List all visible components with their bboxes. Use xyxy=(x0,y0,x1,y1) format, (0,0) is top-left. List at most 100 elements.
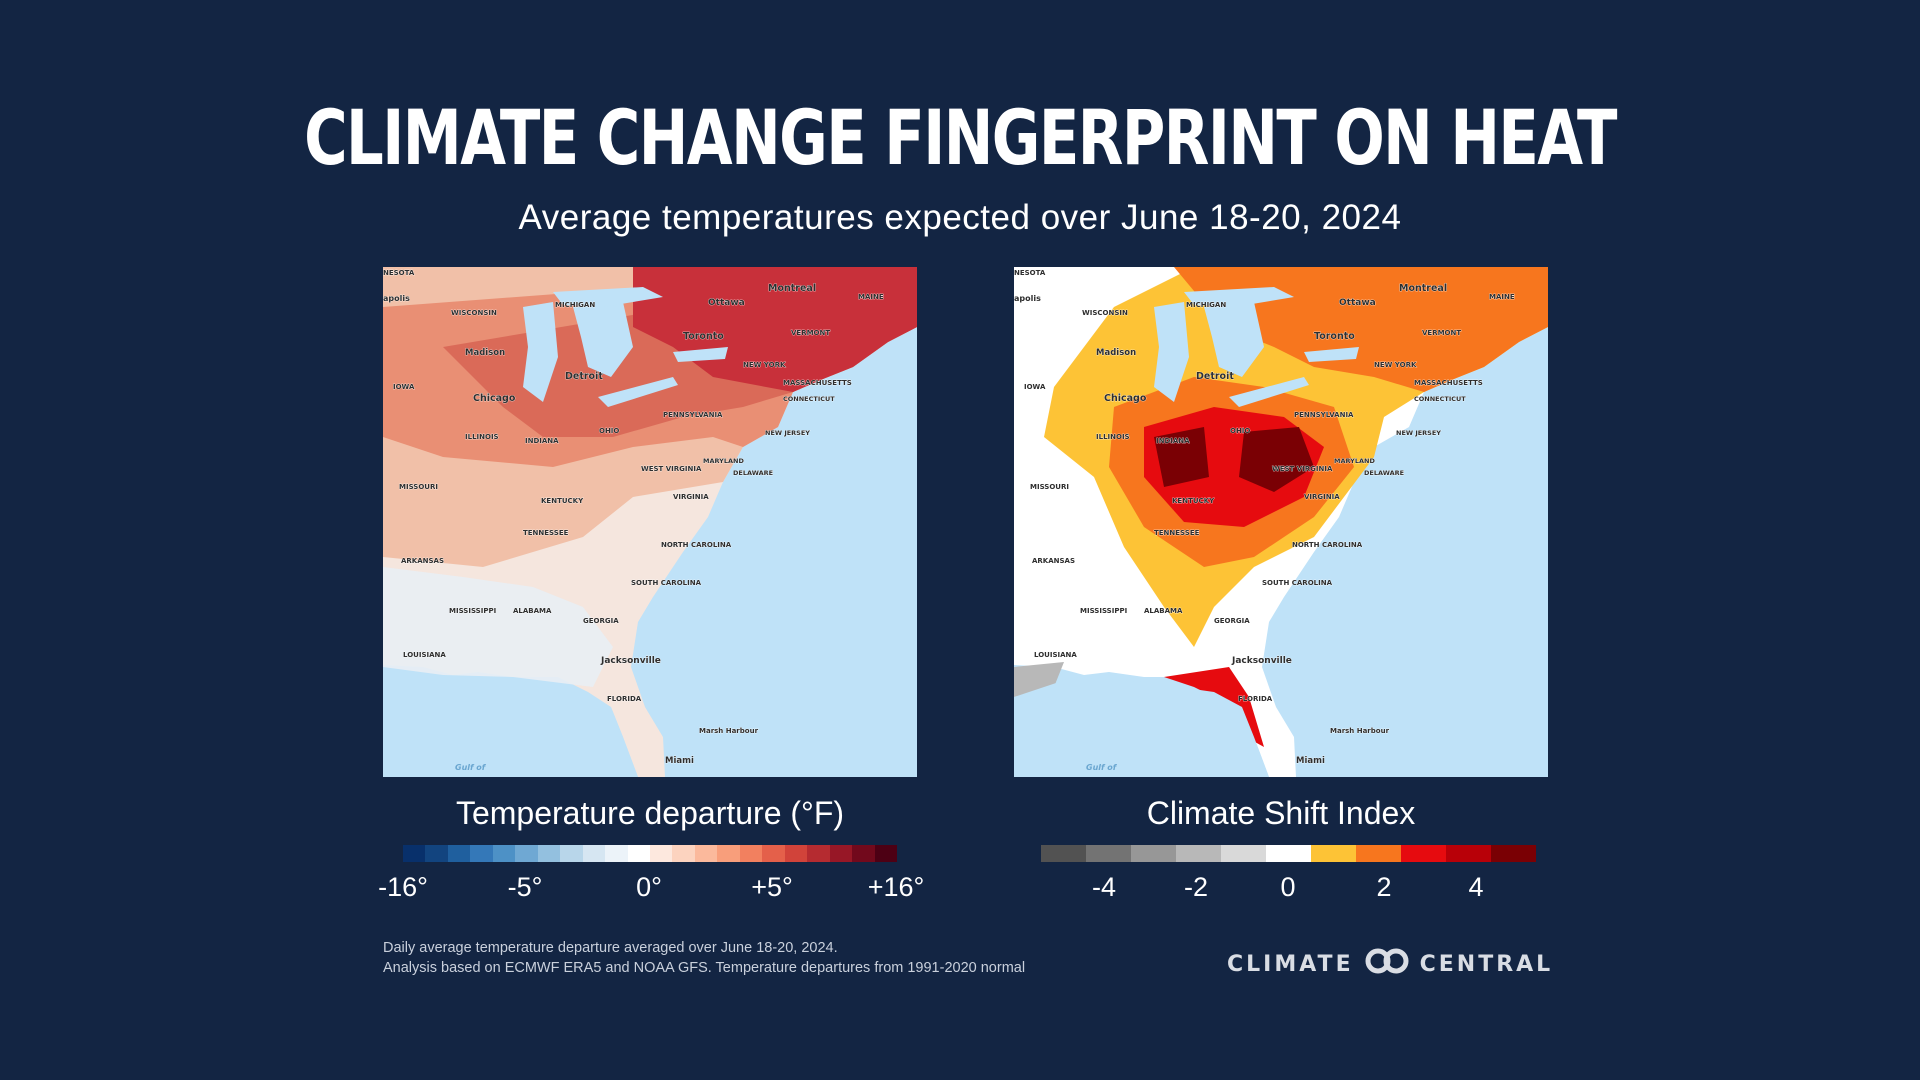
map-label-nesota: NESOTA xyxy=(383,269,415,277)
csi-legend-title: Climate Shift Index xyxy=(1146,795,1416,831)
csi-tick: -2 xyxy=(1183,872,1209,902)
temperature-tick: +5° xyxy=(751,872,793,902)
color-bar-swatch xyxy=(739,845,763,862)
map-label-maine: MAINE xyxy=(1489,293,1515,301)
color-bar-swatch xyxy=(403,845,426,862)
color-bar-swatch xyxy=(1311,845,1356,862)
map-label-vermont: VERMONT xyxy=(1422,329,1461,337)
climate-central-logo: CLIMATE CENTRAL xyxy=(1227,948,1554,978)
map-label-madison: Madison xyxy=(465,348,505,358)
color-bar-swatch xyxy=(807,845,830,862)
map-label-pennsylvania: PENNSYLVANIA xyxy=(663,411,723,419)
map-label-chicago: Chicago xyxy=(1104,393,1147,404)
color-bar-swatch xyxy=(1176,845,1221,862)
map-label-nesota: NESOTA xyxy=(1014,269,1046,277)
map-label-ottawa: Ottawa xyxy=(1339,298,1376,308)
map-label-missouri: MISSOURI xyxy=(399,483,438,491)
map-label-missouri: MISSOURI xyxy=(1030,483,1069,491)
color-bar-swatch xyxy=(515,845,538,862)
csi-color-bar xyxy=(1041,845,1536,862)
footnote-line: Analysis based on ECMWF ERA5 and NOAA GF… xyxy=(383,960,1026,976)
color-bar-swatch xyxy=(874,845,897,862)
color-bar-swatch xyxy=(1221,845,1266,862)
map-label-tennessee: TENNESSEE xyxy=(523,529,569,537)
map-label-detroit: Detroit xyxy=(565,371,603,382)
color-bar-swatch xyxy=(762,845,785,862)
color-bar-swatch xyxy=(717,845,740,862)
color-bar-swatch xyxy=(1086,845,1131,862)
map-label-gulf-of: Gulf of xyxy=(455,763,487,772)
color-bar-swatch xyxy=(470,845,493,862)
map-label-jacksonville: Jacksonville xyxy=(1231,656,1292,666)
map-label-marsh-harbour: Marsh Harbour xyxy=(699,727,759,735)
map-label-connecticut: CONNECTICUT xyxy=(1414,395,1466,403)
map-label-south-carolina: SOUTH CAROLINA xyxy=(1262,579,1333,587)
map-label-florida: FLORIDA xyxy=(1238,695,1273,703)
map-label-wisconsin: WISCONSIN xyxy=(1082,309,1128,317)
csi-tick: -4 xyxy=(1091,872,1117,902)
color-bar-swatch xyxy=(829,845,853,862)
color-bar-swatch xyxy=(627,845,650,862)
map-label-madison: Madison xyxy=(1096,348,1136,358)
map-label-illinois: ILLINOIS xyxy=(1096,433,1130,441)
color-bar-swatch xyxy=(852,845,875,862)
map-label-north-carolina: NORTH CAROLINA xyxy=(661,541,732,549)
map-label-connecticut: CONNECTICUT xyxy=(783,395,835,403)
map-label-vermont: VERMONT xyxy=(791,329,830,337)
map-label-maryland: MARYLAND xyxy=(1334,457,1375,465)
map-label-louisiana: LOUISIANA xyxy=(403,651,446,659)
map-label-iowa: IOWA xyxy=(1024,383,1046,391)
map-label-mississippi: MISSISSIPPI xyxy=(1080,607,1127,615)
map-label-west-virginia: WEST VIRGINIA xyxy=(1272,465,1333,473)
map-label-arkansas: ARKANSAS xyxy=(401,557,444,565)
color-bar-swatch xyxy=(1491,845,1536,862)
color-bar-swatch xyxy=(425,845,448,862)
color-bar-swatch xyxy=(1446,845,1491,862)
map-label-montreal: Montreal xyxy=(1399,283,1447,294)
map-label-toronto: Toronto xyxy=(1314,331,1355,342)
map-label-tennessee: TENNESSEE xyxy=(1154,529,1200,537)
brand-word: CENTRAL xyxy=(1419,951,1554,977)
color-bar-swatch xyxy=(1266,845,1311,862)
color-bar-swatch xyxy=(1401,845,1446,862)
map-label-michigan: MICHIGAN xyxy=(1186,301,1226,309)
brand-word: CLIMATE xyxy=(1227,951,1354,977)
map-label-iowa: IOWA xyxy=(393,383,415,391)
map-label-ottawa: Ottawa xyxy=(708,298,745,308)
temperature-legend-title: Temperature departure (°F) xyxy=(455,795,845,831)
map-label-indiana: INDIANA xyxy=(525,437,559,445)
map-label-apolis: apolis xyxy=(1014,294,1041,303)
climate-shift-index-map: NESOTA apolis WISCONSIN MICHIGAN Montreal Ott… xyxy=(1014,267,1548,777)
map-label-virginia: VIRGINIA xyxy=(673,493,709,501)
map-label-miami: Miami xyxy=(1296,756,1325,766)
map-label-pennsylvania: PENNSYLVANIA xyxy=(1294,411,1354,419)
page-subtitle: Average temperatures expected over June … xyxy=(518,198,1402,237)
map-label-miami: Miami xyxy=(665,756,694,766)
map-label-louisiana: LOUISIANA xyxy=(1034,651,1077,659)
map-label-ohio: OHIO xyxy=(599,427,619,435)
map-label-gulf-of: Gulf of xyxy=(1086,763,1118,772)
temperature-tick: +16° xyxy=(867,872,925,902)
map-label-south-carolina: SOUTH CAROLINA xyxy=(631,579,702,587)
map-label-montreal: Montreal xyxy=(768,283,816,294)
color-bar-swatch xyxy=(537,845,561,862)
map-label-delaware: DELAWARE xyxy=(733,469,773,477)
temperature-tick: -16° xyxy=(378,872,428,902)
map-label-delaware: DELAWARE xyxy=(1364,469,1404,477)
map-label-alabama: ALABAMA xyxy=(1144,607,1183,615)
csi-tick: 0 xyxy=(1280,872,1296,902)
map-label-toronto: Toronto xyxy=(683,331,724,342)
footnote-line: Daily average temperature departure aver… xyxy=(383,940,838,956)
map-label-virginia: VIRGINIA xyxy=(1304,493,1340,501)
color-bar-swatch xyxy=(694,845,718,862)
footnote: Daily average temperature departure aver… xyxy=(383,938,1025,978)
color-bar-swatch xyxy=(560,845,583,862)
map-label-florida: FLORIDA xyxy=(607,695,642,703)
map-label-west-virginia: WEST VIRGINIA xyxy=(641,465,702,473)
map-label-wisconsin: WISCONSIN xyxy=(451,309,497,317)
temperature-departure-map: NESOTA apolis WISCONSIN MICHIGAN Montreal Ott… xyxy=(383,267,917,777)
csi-tick: 2 xyxy=(1376,872,1392,902)
map-label-new-jersey: NEW JERSEY xyxy=(765,429,810,437)
map-label-massachusetts: MASSACHUSETTS xyxy=(1414,379,1483,387)
color-bar-swatch xyxy=(672,845,695,862)
